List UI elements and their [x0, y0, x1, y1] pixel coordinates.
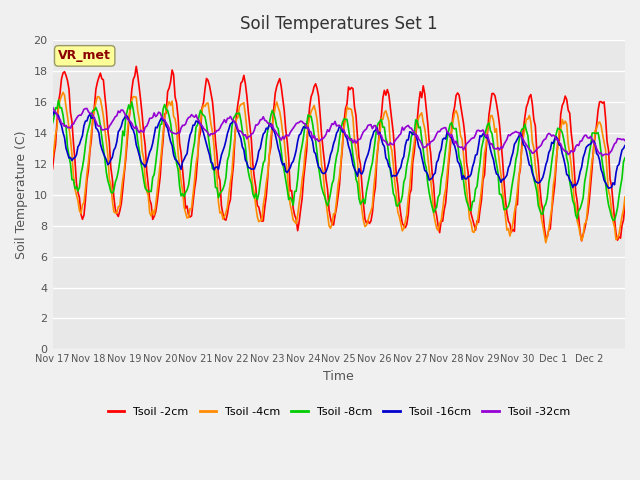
Tsoil -2cm	[49, 166, 56, 172]
Tsoil -4cm	[59, 89, 67, 95]
Title: Soil Temperatures Set 1: Soil Temperatures Set 1	[240, 15, 438, 33]
Tsoil -32cm	[457, 144, 465, 150]
Tsoil -2cm	[132, 63, 140, 69]
Tsoil -8cm	[49, 120, 56, 126]
Tsoil -16cm	[49, 113, 56, 119]
Tsoil -8cm	[88, 112, 95, 118]
Tsoil -16cm	[50, 108, 58, 114]
Tsoil -2cm	[621, 202, 629, 207]
Tsoil -32cm	[542, 136, 550, 142]
Tsoil -32cm	[49, 104, 56, 110]
Tsoil -16cm	[70, 156, 77, 161]
Tsoil -32cm	[343, 132, 351, 138]
Tsoil -32cm	[599, 153, 607, 159]
Tsoil -8cm	[54, 97, 62, 103]
Tsoil -2cm	[345, 84, 353, 90]
Line: Tsoil -32cm: Tsoil -32cm	[52, 107, 625, 156]
Tsoil -2cm	[543, 234, 551, 240]
Tsoil -8cm	[345, 126, 353, 132]
Tsoil -2cm	[86, 148, 93, 154]
Tsoil -4cm	[458, 137, 466, 143]
Line: Tsoil -4cm: Tsoil -4cm	[52, 92, 625, 243]
Tsoil -8cm	[621, 155, 629, 161]
Tsoil -4cm	[345, 106, 353, 112]
Tsoil -32cm	[618, 137, 626, 143]
Tsoil -32cm	[621, 138, 629, 144]
Tsoil -2cm	[458, 111, 466, 117]
Line: Tsoil -16cm: Tsoil -16cm	[52, 111, 625, 188]
Legend: Tsoil -2cm, Tsoil -4cm, Tsoil -8cm, Tsoil -16cm, Tsoil -32cm: Tsoil -2cm, Tsoil -4cm, Tsoil -8cm, Tsoi…	[103, 402, 574, 421]
Tsoil -32cm	[68, 122, 76, 128]
X-axis label: Time: Time	[323, 370, 354, 383]
Tsoil -4cm	[49, 155, 56, 161]
Tsoil -4cm	[545, 227, 552, 232]
Tsoil -32cm	[86, 111, 93, 117]
Tsoil -16cm	[621, 143, 629, 148]
Tsoil -16cm	[458, 177, 466, 182]
Tsoil -2cm	[578, 238, 586, 244]
Tsoil -8cm	[620, 159, 627, 165]
Tsoil -8cm	[543, 194, 551, 200]
Tsoil -4cm	[70, 173, 77, 179]
Line: Tsoil -2cm: Tsoil -2cm	[52, 66, 625, 241]
Y-axis label: Soil Temperature (C): Soil Temperature (C)	[15, 131, 28, 259]
Tsoil -16cm	[345, 143, 353, 149]
Tsoil -16cm	[88, 115, 95, 121]
Tsoil -4cm	[88, 129, 95, 134]
Tsoil -16cm	[605, 185, 612, 191]
Tsoil -16cm	[543, 158, 551, 164]
Tsoil -4cm	[620, 206, 627, 212]
Tsoil -8cm	[458, 166, 466, 172]
Tsoil -16cm	[620, 145, 627, 151]
Tsoil -4cm	[542, 240, 550, 246]
Tsoil -2cm	[620, 217, 627, 223]
Tsoil -4cm	[621, 194, 629, 200]
Tsoil -2cm	[68, 119, 76, 125]
Tsoil -8cm	[609, 217, 617, 223]
Text: VR_met: VR_met	[58, 49, 111, 62]
Line: Tsoil -8cm: Tsoil -8cm	[52, 100, 625, 220]
Tsoil -8cm	[70, 177, 77, 183]
